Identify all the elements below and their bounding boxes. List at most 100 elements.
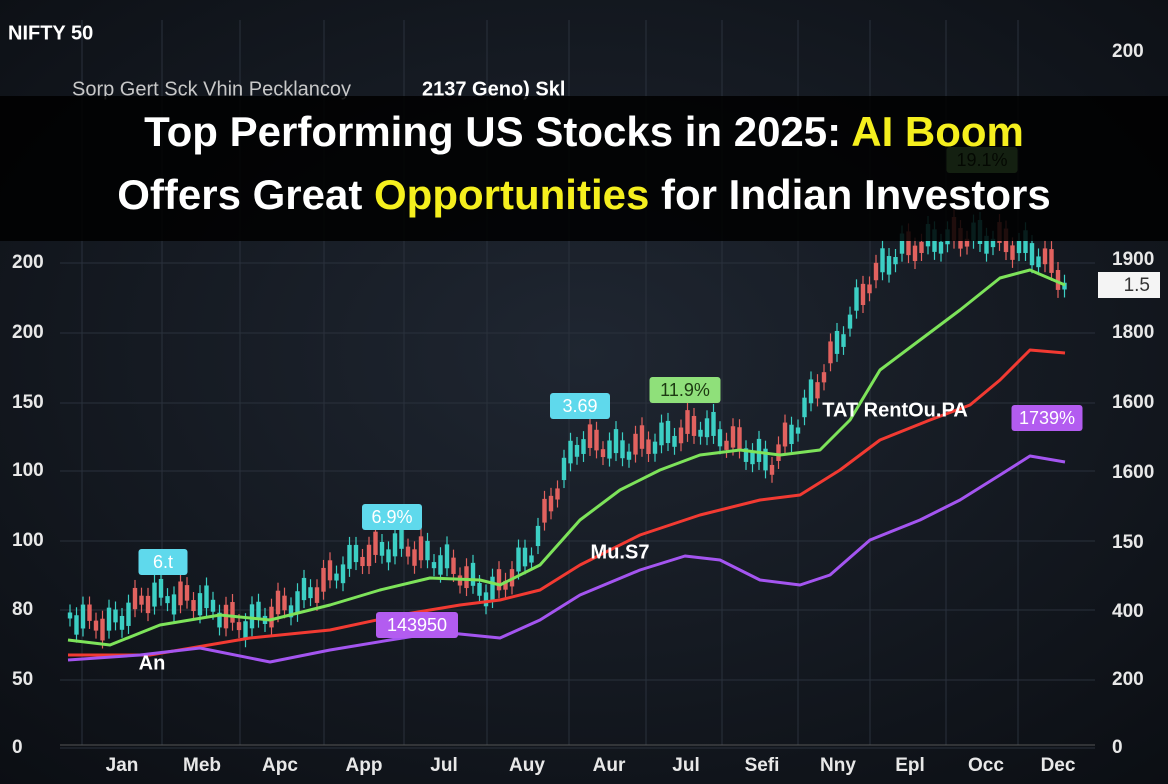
candle-body	[67, 612, 73, 619]
candle-body	[230, 602, 235, 623]
candle-body	[672, 435, 677, 447]
lines	[67, 268, 1066, 664]
month-label: Dec	[1041, 755, 1076, 776]
candle-body	[308, 587, 313, 599]
candle-body	[451, 557, 456, 574]
candle-body	[776, 444, 781, 461]
candle-body	[860, 283, 866, 306]
candle-body	[288, 605, 294, 618]
left-axis-label: 0	[12, 737, 23, 758]
annotation: TAT RentOu.PA	[822, 399, 968, 421]
candle-body	[321, 567, 326, 592]
candle-body	[633, 433, 638, 455]
month-label: Apc	[262, 755, 298, 776]
candle-body	[126, 602, 131, 626]
candle-body	[210, 599, 216, 612]
candle-body	[444, 544, 450, 569]
candle-body	[87, 604, 92, 621]
headline-segment: Offers Great	[117, 171, 374, 218]
candle-body	[587, 424, 593, 448]
candle-body	[964, 238, 970, 247]
candle-body	[178, 581, 183, 606]
candle-body	[665, 420, 671, 444]
candle-body	[821, 372, 827, 383]
candle-body	[763, 448, 768, 471]
candle-body	[152, 582, 157, 607]
candle-body	[691, 415, 697, 436]
month-label: Nny	[820, 755, 856, 776]
candle-body	[906, 231, 911, 256]
candle-body	[581, 439, 586, 454]
annotation-box	[376, 612, 458, 638]
candles	[67, 209, 1067, 649]
month-label: Auy	[509, 755, 545, 776]
candle-body	[269, 606, 274, 628]
annotation: 11.9%	[660, 380, 710, 400]
candle-body	[548, 495, 554, 512]
left-axis-label: 80	[12, 599, 33, 620]
candle-body	[646, 439, 651, 455]
candle-body	[828, 341, 833, 364]
candle-body	[425, 540, 430, 561]
candle-body	[704, 418, 710, 438]
candle-body	[204, 585, 209, 609]
candle-body	[795, 427, 801, 434]
candle-body	[912, 245, 918, 262]
candle-body	[100, 618, 105, 641]
month-label: Occ	[968, 755, 1004, 776]
subtitle-value: 2137 Geno) Skl	[422, 78, 565, 100]
candle-body	[899, 233, 905, 254]
candle-body	[360, 556, 365, 567]
annotation: Mu.S7	[591, 541, 650, 563]
candle-body	[191, 600, 196, 612]
candle-body	[815, 382, 820, 399]
candle-body	[165, 596, 170, 604]
candle-body	[1049, 249, 1054, 273]
candle-body	[841, 334, 846, 347]
candle-body	[477, 582, 482, 596]
headline-segment: Opportunities	[374, 171, 649, 218]
candle-body	[503, 580, 508, 590]
candle-body	[724, 440, 729, 450]
candle-body	[639, 425, 645, 449]
month-label: Aur	[593, 755, 626, 776]
right-axis-label: 1800	[1112, 322, 1154, 343]
candle-body	[555, 488, 560, 500]
candle-body	[984, 235, 989, 254]
candle-body	[80, 604, 86, 629]
candle-body	[1023, 230, 1028, 254]
candle-body	[808, 379, 814, 404]
candle-body	[158, 578, 164, 598]
candle-body	[373, 531, 378, 555]
candle-body	[802, 397, 807, 418]
candle-body	[847, 314, 853, 329]
candle-body	[93, 620, 99, 631]
right-axis-label: 1600	[1112, 392, 1154, 413]
left-axis-label: 100	[12, 460, 44, 481]
headline-line: Top Performing US Stocks in 2025: AI Boo…	[144, 108, 1024, 155]
candle-body	[412, 549, 417, 566]
headline-segment: for Indian Investors	[649, 171, 1050, 218]
candle-body	[659, 422, 664, 446]
candle-body	[496, 569, 502, 591]
candle-body	[295, 591, 300, 614]
annotation: 6.t	[153, 552, 173, 572]
candle-body	[730, 426, 736, 448]
candle-body	[542, 498, 547, 523]
candle-body	[867, 284, 872, 294]
candle-body	[483, 592, 489, 607]
candle-body	[737, 427, 742, 451]
candle-body	[652, 441, 658, 454]
candle-body	[1029, 243, 1035, 266]
candle-body	[145, 595, 151, 614]
labels: 0 50 80 100 100 150 200 200 0 200 400 150 1600 1600 18…	[12, 41, 1160, 776]
candle-body	[1036, 256, 1041, 268]
right-axis-label: 200	[1112, 669, 1144, 690]
candle-body	[1010, 245, 1015, 260]
price-tag-box	[1098, 272, 1160, 298]
candle-body	[574, 444, 580, 457]
candle-body	[431, 562, 437, 569]
candle-body	[886, 256, 892, 275]
candle-body	[399, 527, 404, 549]
headline-banner	[0, 96, 1168, 241]
